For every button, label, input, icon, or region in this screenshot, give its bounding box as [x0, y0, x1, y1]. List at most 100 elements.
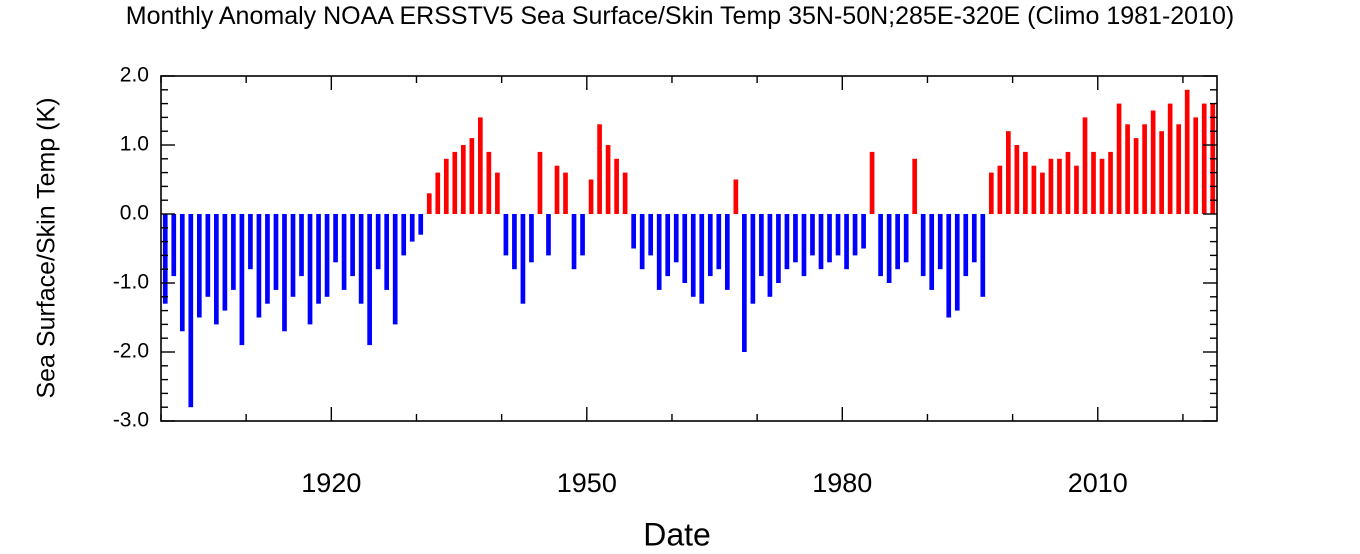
anomaly-bar: [256, 214, 262, 318]
anomaly-bar: [597, 124, 602, 214]
anomaly-bar: [299, 214, 304, 277]
anomaly-bar: [656, 214, 662, 290]
anomaly-bar: [1125, 124, 1130, 214]
anomaly-bar: [742, 214, 747, 352]
anomaly-bar: [350, 214, 355, 277]
y-tick-label: 2.0: [120, 64, 149, 87]
anomaly-bar: [665, 214, 671, 277]
anomaly-bar: [529, 214, 534, 263]
x-tick-label: 2010: [1068, 468, 1128, 498]
anomaly-bar: [546, 214, 551, 256]
plot-frame: [160, 75, 1218, 422]
anomaly-bar: [920, 214, 926, 277]
anomaly-bar: [912, 158, 918, 214]
anomaly-bar: [963, 214, 969, 277]
anomaly-bar: [537, 151, 543, 214]
anomaly-bar: [188, 214, 194, 408]
anomaly-bar: [392, 214, 398, 325]
anomaly-bar: [724, 214, 730, 290]
anomaly-bar: [929, 214, 935, 290]
anomaly-bar: [767, 214, 773, 297]
anomaly-bar: [895, 214, 900, 270]
x-tick-label: 1920: [301, 468, 361, 498]
anomaly-bar: [988, 172, 994, 214]
anomaly-bar: [1040, 172, 1045, 214]
anomaly-bar: [1006, 131, 1011, 214]
anomaly-bar: [1048, 158, 1054, 214]
anomaly-bar: [443, 158, 449, 214]
anomaly-bar: [827, 214, 832, 263]
x-axis-label: Date: [643, 516, 711, 553]
anomaly-bar: [401, 214, 407, 256]
anomaly-bar: [1099, 158, 1105, 214]
anomaly-bar: [869, 151, 875, 214]
anomaly-bar: [452, 151, 458, 214]
anomaly-bar: [699, 214, 705, 304]
anomaly-bar: [580, 214, 585, 256]
chart-title: Monthly Anomaly NOAA ERSSTV5 Sea Surface…: [125, 2, 1235, 30]
anomaly-bar: [1150, 110, 1156, 214]
anomaly-bar: [1057, 158, 1062, 214]
anomaly-bar: [835, 214, 841, 256]
anomaly-bar: [690, 214, 696, 297]
anomaly-bar: [418, 214, 424, 235]
anomaly-bar: [162, 214, 168, 304]
bar-group: [162, 89, 1216, 408]
anomaly-bar: [435, 172, 441, 214]
anomaly-bar: [997, 165, 1003, 214]
anomaly-bar: [367, 214, 372, 346]
anomaly-bar: [375, 214, 381, 270]
anomaly-bar: [622, 172, 628, 214]
anomaly-bar: [1184, 89, 1190, 214]
anomaly-bar: [282, 214, 287, 332]
anomaly-bar: [707, 214, 713, 277]
anomaly-bar: [384, 214, 390, 290]
anomaly-bar: [324, 214, 330, 297]
anomaly-bar: [588, 179, 594, 214]
anomaly-bar: [1142, 124, 1147, 214]
anomaly-bar: [341, 214, 347, 290]
anomaly-bar: [409, 214, 415, 242]
anomaly-bar: [265, 214, 270, 304]
anomaly-bar: [179, 214, 185, 332]
anomaly-bar: [878, 214, 883, 277]
anomaly-bar: [639, 214, 645, 270]
anomaly-bar: [503, 214, 509, 256]
tick-label-group: 2.0 1.0 0.0 -1.0 -2.0 -3.0 1920 1950 1980 2010: [113, 64, 1128, 498]
anomaly-bar: [214, 214, 219, 325]
anomaly-bar: [231, 214, 236, 290]
anomaly-bar: [946, 214, 952, 318]
anomaly-bar: [1116, 103, 1122, 214]
anomaly-bar: [784, 214, 790, 270]
anomaly-bar: [1065, 151, 1071, 214]
y-tick-label: -3.0: [113, 409, 149, 432]
anomaly-bar: [852, 214, 858, 256]
anomaly-bar: [307, 214, 313, 325]
anomaly-bar: [682, 214, 688, 283]
anomaly-bar: [554, 165, 560, 214]
anomaly-bar: [426, 193, 432, 214]
anomaly-bar: [733, 179, 739, 214]
anomaly-bar: [358, 214, 364, 304]
y-tick-label: -1.0: [113, 271, 149, 294]
anomaly-bar: [801, 214, 807, 277]
anomaly-bar: [1074, 165, 1079, 214]
anomaly-bar: [903, 214, 909, 263]
anomaly-bar: [937, 214, 943, 270]
x-tick-label: 1980: [812, 468, 872, 498]
anomaly-bar: [1014, 145, 1020, 214]
anomaly-bar: [648, 214, 654, 256]
anomaly-bar: [563, 172, 568, 214]
anomaly-bar: [980, 214, 986, 297]
anomaly-bar: [750, 214, 756, 304]
anomaly-bar: [239, 214, 245, 346]
tick-group: [160, 75, 1217, 422]
anomaly-bar: [333, 214, 338, 263]
anomaly-bar: [1023, 151, 1028, 214]
anomaly-bar: [222, 214, 228, 311]
anomaly-bar: [1091, 151, 1096, 214]
anomaly-bar: [818, 214, 824, 270]
anomaly-bar: [273, 214, 279, 290]
y-tick-label: 0.0: [120, 202, 149, 225]
anomaly-bar: [248, 214, 253, 270]
